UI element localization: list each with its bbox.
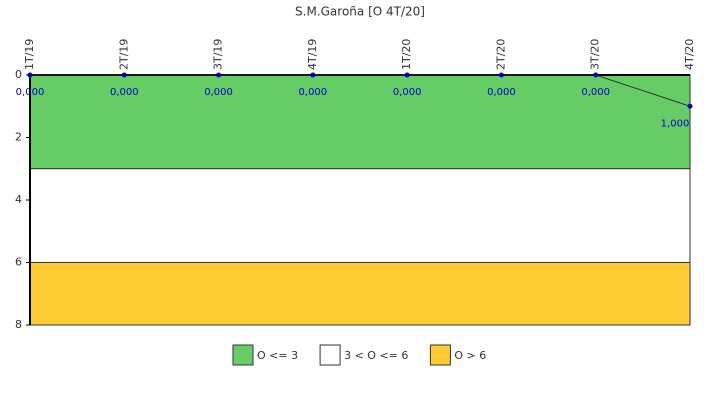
value-label: 0,000	[581, 87, 610, 98]
marker	[404, 72, 410, 78]
x-tick-label: 3T/20	[589, 39, 602, 70]
marker	[216, 72, 222, 78]
marker	[687, 103, 693, 109]
line	[30, 74, 691, 107]
band	[29, 168, 691, 263]
x-tick-label: 4T/19	[306, 39, 319, 70]
marker	[27, 72, 33, 78]
value-label: 0,000	[487, 87, 516, 98]
x-tick-label: 1T/19	[23, 39, 36, 70]
legend-swatch	[429, 344, 451, 366]
y-tick-label: 8	[15, 318, 22, 331]
x-tick-label: 3T/19	[212, 39, 225, 70]
legend-swatch	[232, 344, 254, 366]
band	[29, 74, 691, 170]
marker	[593, 72, 599, 78]
y-tick-label: 6	[15, 256, 22, 269]
legend-swatch	[319, 344, 341, 366]
x-tick-label: 4T/20	[683, 39, 696, 70]
x-tick-label: 2T/19	[117, 39, 130, 70]
value-label: 0,000	[16, 87, 45, 98]
value-label: 0,000	[299, 87, 328, 98]
marker	[498, 72, 504, 78]
value-label: 0,000	[393, 87, 422, 98]
band	[29, 262, 691, 326]
value-label: 0,000	[204, 87, 233, 98]
value-label: 1,000	[661, 118, 690, 129]
y-tick-label: 0	[15, 68, 22, 81]
y-tick-label: 4	[15, 193, 22, 206]
marker	[121, 72, 127, 78]
value-label: 0,000	[110, 87, 139, 98]
marker	[310, 72, 316, 78]
legend-label: 3 < O <= 6	[344, 349, 408, 362]
chart-title: S.M.Garoña [O 4T/20]	[295, 5, 425, 19]
legend-label: O <= 3	[257, 349, 298, 362]
y-tick-label: 2	[15, 131, 22, 144]
x-tick-label: 2T/20	[494, 39, 507, 70]
legend-label: O > 6	[454, 349, 486, 362]
x-tick-label: 1T/20	[400, 39, 413, 70]
